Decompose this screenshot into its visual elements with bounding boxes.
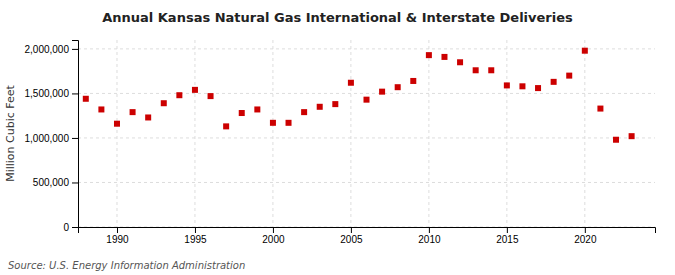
point [426, 52, 432, 58]
point [208, 93, 214, 99]
point [551, 79, 557, 85]
point [98, 106, 104, 112]
tick: 1,000,000 [25, 133, 79, 144]
point [301, 109, 307, 115]
grid [78, 40, 655, 227]
title: Annual Kansas Natural Gas International … [102, 10, 573, 25]
tick: 2,000,000 [25, 44, 79, 55]
tick-mark [72, 93, 78, 94]
tick: 1995 [184, 227, 207, 245]
y-axis-title: Million Cubic Feet [4, 84, 17, 181]
point [332, 101, 338, 107]
point [613, 137, 619, 143]
point [379, 89, 385, 95]
chart: 1990 1995 2000 2005 2010 2015 2020 0 500,000 1,00… [0, 0, 675, 275]
tick-label: 1,000,000 [25, 133, 70, 144]
point [348, 80, 354, 86]
grid-line [272, 40, 273, 227]
tick-mark [72, 227, 78, 228]
point [223, 123, 229, 129]
grid-line [116, 40, 117, 227]
tick: 1990 [106, 227, 129, 245]
tick-mark [507, 227, 508, 233]
axis-line [79, 228, 656, 234]
point [317, 104, 323, 110]
tick-mark [117, 227, 118, 233]
point [441, 54, 447, 60]
grid-line [428, 40, 429, 227]
grid-line [350, 40, 351, 227]
source-note: Source: U.S. Energy Information Administ… [8, 260, 245, 271]
tick-mark [72, 49, 78, 50]
point [535, 85, 541, 91]
point [286, 120, 292, 126]
point [629, 133, 635, 139]
point [582, 48, 588, 54]
grid-line [78, 93, 655, 94]
tick: 2020 [574, 227, 597, 245]
tick-label: 500,000 [33, 177, 70, 188]
point [254, 106, 260, 112]
tick-mark [72, 138, 78, 139]
tick-label: 2010 [418, 234, 441, 245]
point [114, 121, 120, 127]
tick-label: 1,500,000 [25, 88, 70, 99]
point [566, 73, 572, 79]
point [519, 83, 525, 89]
y-axis: 0 500,000 1,000,000 1,500,000 2,000,000 [25, 41, 79, 233]
tick-mark [72, 182, 78, 183]
tick-label: 0 [63, 222, 69, 233]
tick: 0 [63, 222, 78, 233]
point [364, 97, 370, 103]
point [597, 106, 603, 112]
point [504, 82, 510, 88]
x-axis: 1990 1995 2000 2005 2010 2015 2020 [79, 227, 656, 245]
tick-label: 2005 [340, 234, 363, 245]
point [395, 84, 401, 90]
point [130, 109, 136, 115]
axis-line [72, 41, 79, 228]
tick-mark [195, 227, 196, 233]
point [145, 114, 151, 120]
tick: 2015 [496, 227, 519, 245]
point [192, 87, 198, 93]
tick: 1,500,000 [25, 88, 79, 99]
points [83, 48, 635, 143]
tick-label: 1990 [106, 234, 129, 245]
tick: 500,000 [33, 177, 78, 188]
tick-label: 2015 [496, 234, 519, 245]
tick: 2005 [340, 227, 363, 245]
grid-line [78, 137, 655, 138]
point [176, 92, 182, 98]
point [473, 67, 479, 73]
point [457, 59, 463, 65]
tick-mark [273, 227, 274, 233]
point [270, 120, 276, 126]
tick-mark [585, 227, 586, 233]
tick-mark [351, 227, 352, 233]
tick: 2010 [418, 227, 441, 245]
point [83, 96, 89, 102]
tick-label: 1995 [184, 234, 207, 245]
tick-label: 2020 [574, 234, 597, 245]
tick-mark [429, 227, 430, 233]
grid-line [78, 48, 655, 49]
point [410, 78, 416, 84]
grid-line [506, 40, 507, 227]
point [161, 100, 167, 106]
tick-label: 2,000,000 [25, 44, 70, 55]
grid-line [194, 40, 195, 227]
grid-line [78, 182, 655, 183]
point [239, 110, 245, 116]
plot-area: 1990 1995 2000 2005 2010 2015 2020 0 500,000 1,00… [25, 40, 656, 245]
tick-label: 2000 [262, 234, 285, 245]
grid-line [584, 40, 585, 227]
tick: 2000 [262, 227, 285, 245]
point [488, 67, 494, 73]
